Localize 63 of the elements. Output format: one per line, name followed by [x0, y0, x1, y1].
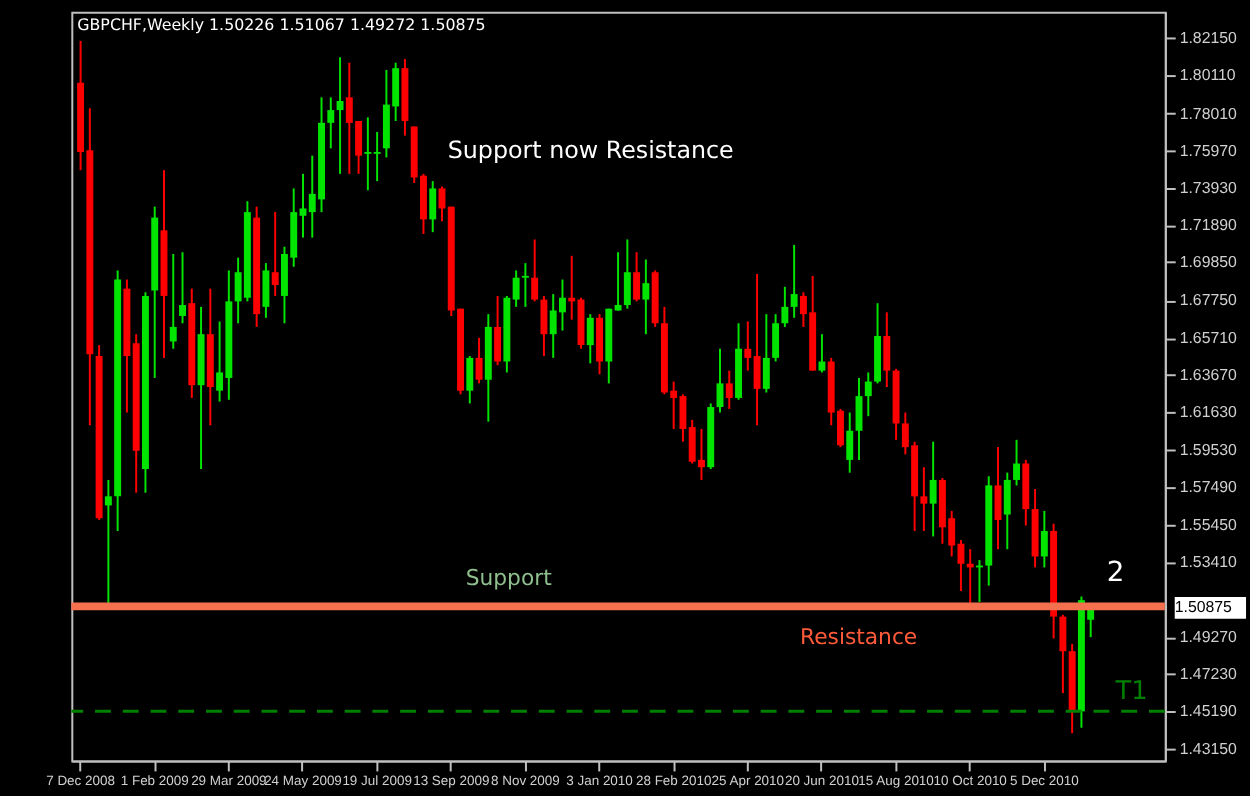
candlestick	[586, 313, 594, 365]
candlestick	[336, 56, 344, 175]
candlestick	[883, 311, 891, 389]
candlestick	[521, 262, 529, 308]
candlestick	[1059, 613, 1067, 695]
candlestick	[262, 262, 270, 319]
y-tick-label: 1.45190	[1179, 702, 1239, 721]
candlestick	[623, 238, 631, 310]
candlestick	[762, 313, 770, 394]
candlestick	[920, 466, 928, 532]
candlestick	[466, 355, 474, 405]
candlestick	[633, 251, 641, 303]
candlestick	[271, 211, 279, 297]
y-tick-label: 1.53410	[1179, 552, 1239, 571]
candlestick	[104, 478, 112, 605]
chart-title: GBPCHF,Weekly 1.50226 1.51067 1.49272 1.50875	[77, 15, 486, 34]
y-tick-label: 1.63670	[1179, 365, 1239, 384]
candlestick	[1022, 458, 1030, 527]
candlestick	[531, 238, 539, 303]
candlestick	[725, 369, 733, 410]
ref-line-label: T1	[1113, 677, 1148, 708]
candlestick	[781, 285, 789, 328]
annotation: Resistance	[800, 624, 918, 651]
candlestick	[846, 411, 854, 474]
y-tick-label: 1.47230	[1179, 665, 1239, 684]
text: 2	[1106, 557, 1125, 590]
y-tick-label: 1.82150	[1179, 29, 1239, 48]
candlestick	[929, 440, 937, 538]
candlestick	[494, 294, 502, 367]
candlestick	[1013, 438, 1021, 487]
y-tick-label: 1.65710	[1179, 328, 1239, 347]
y-tick-label: 1.49270	[1179, 628, 1239, 647]
y-tick-label: 1.71890	[1179, 216, 1239, 235]
y-tick-label: 1.57490	[1179, 478, 1239, 497]
y-tick-label: 1.75970	[1179, 141, 1239, 160]
candlestick	[1003, 471, 1011, 551]
candlestick	[864, 371, 872, 418]
annotation: Support	[465, 564, 552, 591]
y-tick-label: 1.80110	[1179, 66, 1237, 85]
candlestick	[1031, 488, 1039, 569]
candlestick	[1040, 509, 1048, 569]
ref-line-label: 1.50875	[1174, 597, 1234, 616]
candlestick	[790, 243, 798, 319]
candlestick	[772, 313, 780, 363]
candlestick	[429, 180, 437, 234]
y-tick-label: 1.67750	[1179, 291, 1239, 310]
y-tick-label: 1.55450	[1179, 515, 1239, 534]
candlestick	[179, 251, 186, 325]
y-tick-label: 1.69850	[1179, 253, 1239, 272]
y-tick-label: 1.61630	[1179, 402, 1239, 421]
candlestick	[169, 253, 177, 350]
candlestick	[327, 96, 335, 150]
y-tick-label: 1.59530	[1179, 441, 1239, 460]
candlestick	[874, 302, 882, 385]
annotation: Support now Resistance	[447, 136, 734, 165]
candlestick	[596, 313, 603, 376]
y-tick-label: 1.73930	[1179, 178, 1239, 197]
candlestick	[642, 258, 650, 336]
candlestick	[818, 333, 826, 374]
y-tick-label: 1.78010	[1179, 104, 1239, 123]
candlestick	[475, 336, 483, 385]
candlestick	[540, 294, 548, 358]
y-tick-label: 1.43150	[1179, 739, 1239, 758]
